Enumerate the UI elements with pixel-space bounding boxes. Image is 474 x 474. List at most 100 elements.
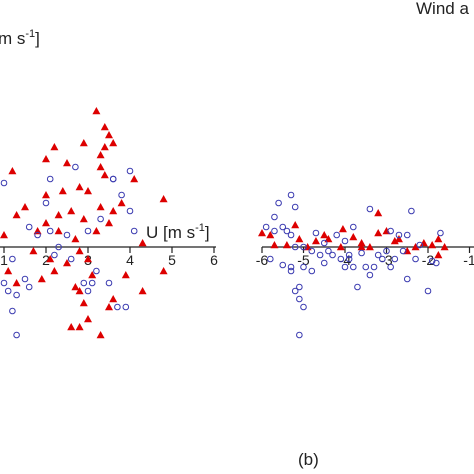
left-ylabel-close: ] [35,29,40,48]
x-tick-label: -2 [422,252,435,268]
left-xlabel-close: ] [205,223,210,242]
triangle-point [50,143,59,151]
triangle-point [79,299,88,307]
circle-point [109,175,117,183]
circle-point [21,275,29,283]
triangle-point [394,235,403,243]
triangle-point [75,323,84,331]
panel-label: (b) [298,450,319,469]
circle-point [341,237,349,245]
triangle-point [63,259,71,267]
triangle-point [311,237,320,245]
triangle-point [84,315,92,323]
circle-point [433,259,440,267]
circle-point [316,251,324,259]
x-tick-label: -3 [380,252,393,268]
circle-point [25,283,33,291]
circle-point [130,227,138,235]
triangle-point [270,241,279,249]
triangle-point [92,107,101,115]
circle-point [399,247,407,255]
triangle-point [100,171,109,179]
triangle-point [96,151,105,159]
triangle-point [100,143,109,151]
circle-point [291,203,299,211]
triangle-point [105,303,113,311]
x-tick-label: 1 [0,252,8,268]
triangle-point [295,235,304,243]
triangle-point [71,283,80,291]
left-xlabel-sup: -1 [195,222,205,234]
triangle-point [349,233,358,241]
circle-point [287,267,295,275]
x-tick-label: 2 [42,252,50,268]
circle-point [46,175,54,183]
circle-point [383,247,390,255]
triangle-point [130,175,139,183]
triangle-point [50,267,59,275]
triangle-point [37,275,46,283]
triangle-point [92,227,101,235]
triangle-point [320,231,329,239]
circle-point [300,243,307,251]
triangle-point [88,271,97,279]
circle-point [387,227,394,235]
circle-point [97,215,104,223]
circle-point [55,243,62,251]
triangle-point [109,207,118,215]
triangle-point [79,139,88,147]
x-tick-label: -6 [256,252,269,268]
triangle-point [266,231,275,239]
circle-point [67,255,75,263]
triangle-point [434,235,443,243]
circle-point [412,255,419,263]
circle-point [337,255,345,263]
circle-point [271,227,278,235]
x-tick-label: -1 [463,252,474,268]
triangle-point [411,243,420,251]
triangle-point [258,229,266,237]
triangle-point [21,203,29,211]
triangle-point [105,219,113,227]
triangle-point [8,167,17,175]
triangle-point [159,195,168,203]
triangle-point [54,227,63,235]
circle-point [296,295,303,303]
circle-point [345,255,353,263]
circle-point [287,231,295,239]
triangle-point [67,207,76,215]
triangle-point [324,235,333,243]
triangle-point [84,187,92,195]
triangle-point [75,287,84,295]
x-tick-label: 4 [126,252,134,268]
x-tick-label: 5 [168,252,176,268]
circle-point [362,263,370,271]
circle-point [329,251,336,259]
triangle-point [357,243,366,251]
x-tick-label: 6 [210,252,218,268]
circle-point [126,167,134,175]
triangle-point [67,323,76,331]
circle-point [271,213,278,221]
circle-point [114,303,121,311]
triangle-point [282,241,291,249]
triangle-point [33,227,42,235]
triangle-point [12,211,21,219]
circle-point [46,227,54,235]
triangle-point [75,247,84,255]
triangle-point [338,225,347,233]
triangle-point [374,229,383,237]
left-xlabel: U [m s-1] [146,222,210,242]
triangle-point [105,131,113,139]
triangle-point [96,163,105,171]
triangle-point [29,247,38,255]
circle-point [262,223,270,231]
triangle-point [109,295,118,303]
circle-point [308,267,316,275]
circle-point [105,279,113,287]
circle-point [437,229,444,237]
circle-point [93,267,100,275]
triangle-point [42,219,50,227]
circle-point [279,223,287,231]
